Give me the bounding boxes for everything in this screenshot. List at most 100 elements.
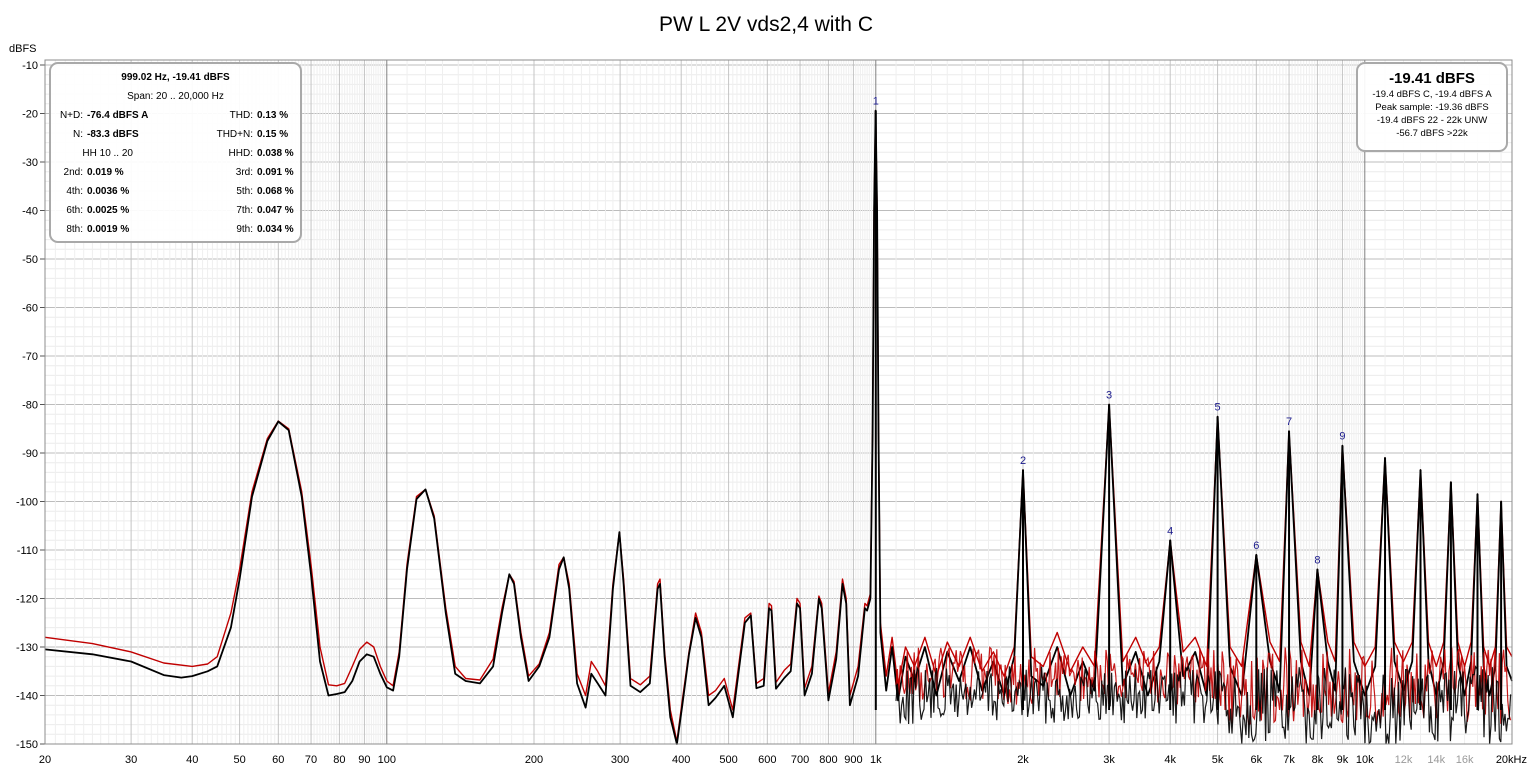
stats-value: 0.15 % [257, 129, 289, 140]
harmonic-label: 3 [1106, 390, 1112, 402]
x-tick-label: 4k [1164, 754, 1176, 766]
stats-value: 0.019 % [87, 167, 124, 178]
x-tick-label: 10k [1356, 754, 1374, 766]
stats-value: 0.091 % [257, 167, 294, 178]
x-tick-label: 9k [1337, 754, 1349, 766]
x-tick-label: 50 [233, 754, 245, 766]
stats-label: N: [73, 129, 83, 140]
stats-label: 4th: [66, 186, 83, 197]
x-tick-label: 16k [1456, 754, 1474, 766]
stats-row: 2nd: 0.019 % 3rd: 0.091 % [51, 164, 300, 182]
x-tick-label: 2k [1017, 754, 1029, 766]
stats-row: N+D: -76.4 dBFS A THD: 0.13 % [51, 107, 300, 125]
stats-label: THD+N: [216, 129, 253, 140]
harmonic-label: 7 [1286, 416, 1292, 428]
stats-value: 0.0025 % [87, 205, 130, 216]
x-tick-label: 70 [305, 754, 317, 766]
stats-label: 2nd: [63, 167, 83, 178]
y-tick-label: -130 [16, 642, 38, 654]
noise-floor [895, 646, 1512, 726]
harmonic-label: 6 [1253, 540, 1259, 552]
stats-value: 0.068 % [257, 186, 294, 197]
stats-value: -76.4 dBFS A [87, 110, 149, 121]
x-tick-label: 300 [611, 754, 629, 766]
x-tick-label: 700 [791, 754, 809, 766]
x-tick-label: 12k [1395, 754, 1413, 766]
harmonic-label: 9 [1339, 431, 1345, 443]
stats-label: 5th: [236, 186, 253, 197]
x-tick-label: 800 [819, 754, 837, 766]
x-tick-label: 7k [1283, 754, 1295, 766]
x-tick-label: 30 [125, 754, 137, 766]
noise-floor [895, 664, 1512, 745]
y-tick-label: -80 [22, 400, 38, 412]
x-tick-label: 5k [1212, 754, 1224, 766]
series-layer [44, 109, 1513, 745]
level-line-3: -19.4 dBFS 22 - 22k UNW [1376, 115, 1488, 126]
stats-value: 0.038 % [257, 148, 294, 159]
level-line-4: -56.7 dBFS >22k [1396, 128, 1468, 139]
stats-row: 8th: 0.0019 % 9th: 0.034 % [51, 221, 300, 239]
stats-label: 9th: [236, 224, 253, 235]
stats-value: 0.0019 % [87, 224, 130, 235]
y-tick-label: -140 [16, 691, 38, 703]
x-tick-label: 900 [844, 754, 862, 766]
stats-label: 7th: [236, 205, 253, 216]
stats-value: 0.0036 % [87, 186, 130, 197]
stats-label: 3rd: [235, 167, 253, 178]
stats-row: 6th: 0.0025 % 7th: 0.047 % [51, 202, 300, 220]
measurement-stats-panel: 999.02 Hz, -19.41 dBFS Span: 20 .. 20,00… [49, 62, 302, 243]
x-tick-label: 80 [333, 754, 345, 766]
y-tick-label: -70 [22, 351, 38, 363]
x-tick-label: 6k [1250, 754, 1262, 766]
y-tick-label: -50 [22, 254, 38, 266]
chart-title: PW L 2V vds2,4 with C [659, 13, 873, 36]
y-tick-label: -30 [22, 157, 38, 169]
stats-row: HH 10 .. 20 HHD: 0.038 % [51, 145, 300, 163]
x-axis-ticks: 20 30 40 50 60 70 80 90 100 200 300 400 500 600 700 800… [39, 754, 1527, 766]
stats-label: N+D: [59, 110, 83, 121]
harmonic-markers: 1 2 3 4 5 6 7 8 9 [873, 96, 1346, 567]
stats-row: N: -83.3 dBFS THD+N: 0.15 % [51, 126, 300, 144]
stats-value: -83.3 dBFS [87, 129, 139, 140]
x-tick-label: 90 [358, 754, 370, 766]
x-tick-label: 1k [870, 754, 882, 766]
plot-frame [44, 59, 1513, 745]
y-tick-label: -120 [16, 594, 38, 606]
y-tick-label: -100 [16, 497, 38, 509]
level-line-1: -19.4 dBFS C, -19.4 dBFS A [1372, 89, 1492, 100]
harmonic-label: 5 [1215, 402, 1221, 414]
stats-value: 0.13 % [257, 110, 289, 121]
stats-row: 4th: 0.0036 % 5th: 0.068 % [51, 183, 300, 201]
x-tick-label: 40 [186, 754, 198, 766]
stats-span: Span: 20 .. 20,000 Hz [127, 91, 224, 102]
harmonic-label: 1 [873, 96, 879, 108]
y-tick-label: -40 [22, 206, 38, 218]
y-axis-label: dBFS [9, 43, 37, 55]
x-tick-label: 600 [758, 754, 776, 766]
stats-label: HH 10 .. 20 [82, 148, 133, 159]
stats-value: 0.047 % [257, 205, 294, 216]
level-main: -19.41 dBFS [1389, 70, 1475, 87]
harmonic-label: 4 [1167, 525, 1173, 537]
x-tick-label: 3k [1103, 754, 1115, 766]
x-tick-label: 100 [378, 754, 396, 766]
level-line-2: Peak sample: -19.36 dBFS [1375, 102, 1489, 113]
y-tick-label: -90 [22, 448, 38, 460]
x-tick-label: 400 [672, 754, 690, 766]
x-tick-label: 60 [272, 754, 284, 766]
y-tick-label: -10 [22, 60, 38, 72]
y-axis-ticks: -10 -20 -30 -40 -50 -60 -70 -80 -90 -100 -110 -120 -… [16, 60, 45, 751]
x-tick-label: 14k [1427, 754, 1445, 766]
x-tick-label: 20 [39, 754, 51, 766]
stats-value: 0.034 % [257, 224, 294, 235]
y-tick-label: -150 [16, 739, 38, 751]
stats-label: HHD: [228, 148, 253, 159]
harmonic-label: 8 [1314, 554, 1320, 566]
y-tick-label: -20 [22, 109, 38, 121]
y-tick-label: -110 [17, 545, 38, 557]
harmonic-label: 2 [1020, 455, 1026, 467]
stats-label: 8th: [66, 224, 83, 235]
series-line [44, 109, 1513, 745]
